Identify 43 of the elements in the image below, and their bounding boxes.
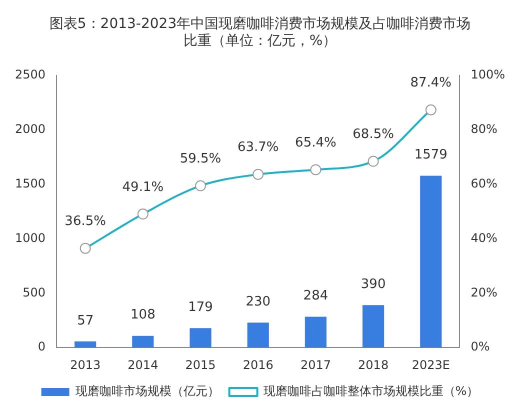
bar <box>190 328 212 348</box>
bar <box>132 336 154 348</box>
data-label: 36.5% <box>64 214 106 230</box>
y-tick-label: 500 <box>22 285 46 300</box>
x-tick-label: 2013 <box>70 358 101 372</box>
bar <box>74 341 96 348</box>
bar <box>420 176 442 348</box>
data-label: 59.5% <box>180 152 222 167</box>
bar <box>362 305 384 348</box>
y-tick-label: 2500 <box>14 68 46 82</box>
y2-tick-label: 100% <box>470 68 506 82</box>
data-label: 390 <box>360 277 386 292</box>
data-label: 1579 <box>414 148 448 163</box>
bar <box>304 316 327 348</box>
data-label: 87.4% <box>410 76 452 91</box>
data-label: 49.1% <box>122 180 164 195</box>
data-label: 65.4% <box>295 136 336 151</box>
y-tick-label: 2000 <box>14 122 46 136</box>
legend-label: 现磨咖啡占咖啡整体市场规模比重（%） <box>263 384 479 398</box>
y2-tick-label: 40% <box>470 230 498 245</box>
data-label: 230 <box>246 294 271 310</box>
y-tick-label: 0 <box>38 340 46 354</box>
y-tick-label: 1500 <box>14 176 46 191</box>
data-label: 68.5% <box>352 127 394 142</box>
chart-title: 图表5：2013-2023年中国现磨咖啡消费市场规模及占咖啡消费市场比重（单位：亿元，%） <box>49 16 471 49</box>
y-tick-label: 1000 <box>14 230 46 245</box>
legend-label: 现磨咖啡市场规模（亿元） <box>75 384 220 398</box>
x-tick-label: 2014 <box>128 358 158 372</box>
y2-tick-label: 0% <box>470 340 490 354</box>
y2-tick-label: 60% <box>470 176 498 191</box>
x-tick-label: 2018 <box>358 358 389 372</box>
y2-tick-label: 80% <box>470 122 498 136</box>
x-tick-label: 2023E <box>412 358 450 372</box>
data-label: 284 <box>303 288 328 304</box>
x-tick-label: 2015 <box>185 358 216 372</box>
data-label: 57 <box>77 313 94 328</box>
x-tick-label: 2017 <box>300 358 331 372</box>
data-label: 179 <box>188 300 213 315</box>
bar <box>247 322 269 348</box>
data-label: 63.7% <box>237 140 279 156</box>
data-label: 108 <box>130 308 156 323</box>
y2-tick-label: 20% <box>470 285 498 300</box>
x-tick-label: 2016 <box>242 358 274 372</box>
